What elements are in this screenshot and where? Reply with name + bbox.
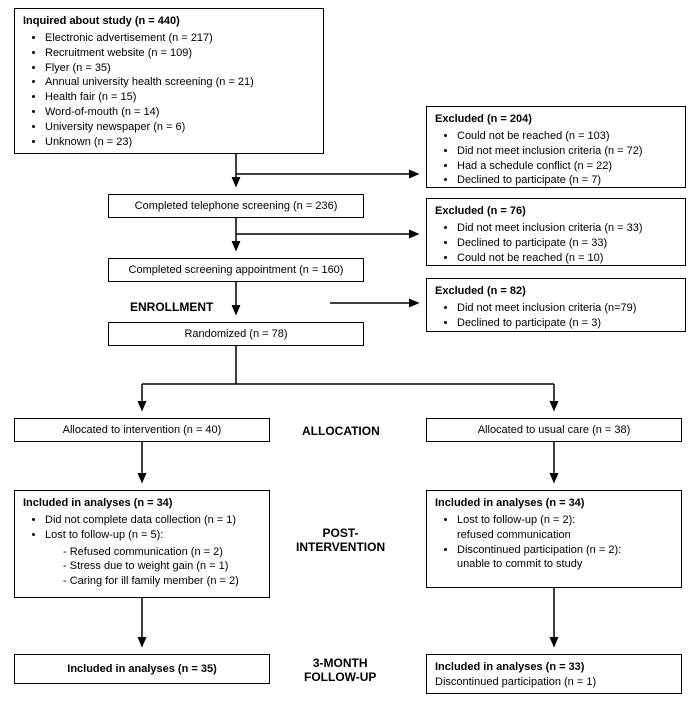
box-followup-left: Included in analyses (n = 35) xyxy=(14,654,270,684)
list-item: Word-of-mouth (n = 14) xyxy=(45,105,315,120)
list-item: Discontinued participation (n = 2):unabl… xyxy=(457,543,673,573)
list-item: Did not meet inclusion criteria (n = 33) xyxy=(457,221,677,236)
excluded2-title: Excluded (n = 76) xyxy=(435,204,677,219)
list-item: Could not be reached (n = 10) xyxy=(457,251,677,266)
box-post-intervention-right: Included in analyses (n = 34) Lost to fo… xyxy=(426,490,682,588)
excluded2-items: Did not meet inclusion criteria (n = 33)… xyxy=(435,221,677,266)
phase-label-allocation: ALLOCATION xyxy=(302,424,380,438)
list-item: Lost to follow-up (n = 5):Refused commun… xyxy=(45,528,261,589)
phase-label-followup: 3-MONTHFOLLOW-UP xyxy=(304,656,376,684)
list-item: Could not be reached (n = 103) xyxy=(457,129,677,144)
box-post-intervention-left: Included in analyses (n = 34) Did not co… xyxy=(14,490,270,598)
box-telephone-screening: Completed telephone screening (n = 236) xyxy=(108,194,364,218)
list-item: Annual university health screening (n = … xyxy=(45,75,315,90)
list-item: Declined to participate (n = 7) xyxy=(457,173,677,188)
box-excluded-3: Excluded (n = 82) Did not meet inclusion… xyxy=(426,278,686,332)
list-item: University newspaper (n = 6) xyxy=(45,120,315,135)
box-screening-appointment: Completed screening appointment (n = 160… xyxy=(108,258,364,282)
post-left-items: Did not complete data collection (n = 1)… xyxy=(23,513,261,589)
list-item: Electronic advertisement (n = 217) xyxy=(45,31,315,46)
excluded1-items: Could not be reached (n = 103)Did not me… xyxy=(435,129,677,188)
box-allocated-intervention: Allocated to intervention (n = 40) xyxy=(14,418,270,442)
list-item: Did not meet inclusion criteria (n = 72) xyxy=(457,144,677,159)
excluded3-items: Did not meet inclusion criteria (n=79)De… xyxy=(435,301,677,331)
excluded1-title: Excluded (n = 204) xyxy=(435,112,677,127)
list-item: Did not complete data collection (n = 1) xyxy=(45,513,261,528)
list-item: Caring for ill family member (n = 2) xyxy=(63,574,261,589)
box-allocated-usual-care: Allocated to usual care (n = 38) xyxy=(426,418,682,442)
flowchart-canvas: Inquired about study (n = 440) Electroni… xyxy=(0,0,698,709)
excluded3-title: Excluded (n = 82) xyxy=(435,284,677,299)
list-item: Unknown (n = 23) xyxy=(45,135,315,150)
list-item: Health fair (n = 15) xyxy=(45,90,315,105)
inquired-items: Electronic advertisement (n = 217)Recrui… xyxy=(23,31,315,150)
inquired-title: Inquired about study (n = 440) xyxy=(23,14,315,29)
appointment-text: Completed screening appointment (n = 160… xyxy=(129,263,344,278)
list-item: Lost to follow-up (n = 2):refused commun… xyxy=(457,513,673,543)
alloc-usual-text: Allocated to usual care (n = 38) xyxy=(478,423,631,438)
box-inquired: Inquired about study (n = 440) Electroni… xyxy=(14,8,324,154)
post-right-title: Included in analyses (n = 34) xyxy=(435,496,673,511)
fu-right-sub: Discontinued participation (n = 1) xyxy=(435,675,673,690)
telephone-text: Completed telephone screening (n = 236) xyxy=(135,199,338,214)
box-excluded-2: Excluded (n = 76) Did not meet inclusion… xyxy=(426,198,686,266)
alloc-intervention-text: Allocated to intervention (n = 40) xyxy=(63,423,222,438)
fu-right-title: Included in analyses (n = 33) xyxy=(435,660,673,675)
list-item: Declined to participate (n = 3) xyxy=(457,316,677,331)
list-item: Recruitment website (n = 109) xyxy=(45,46,315,61)
post-left-title: Included in analyses (n = 34) xyxy=(23,496,261,511)
box-followup-right: Included in analyses (n = 33) Discontinu… xyxy=(426,654,682,694)
list-item: Flyer (n = 35) xyxy=(45,61,315,76)
list-item: Refused communication (n = 2) xyxy=(63,545,261,560)
randomized-text: Randomized (n = 78) xyxy=(184,327,287,342)
phase-label-enrollment: ENROLLMENT xyxy=(130,300,213,314)
fu-left-title: Included in analyses (n = 35) xyxy=(67,662,216,677)
list-item: Had a schedule conflict (n = 22) xyxy=(457,159,677,174)
box-excluded-1: Excluded (n = 204) Could not be reached … xyxy=(426,106,686,188)
box-randomized: Randomized (n = 78) xyxy=(108,322,364,346)
list-item: Did not meet inclusion criteria (n=79) xyxy=(457,301,677,316)
list-item: Stress due to weight gain (n = 1) xyxy=(63,559,261,574)
phase-label-post-intervention: POST-INTERVENTION xyxy=(296,526,385,554)
post-right-items: Lost to follow-up (n = 2):refused commun… xyxy=(435,513,673,572)
list-item: Declined to participate (n = 33) xyxy=(457,236,677,251)
